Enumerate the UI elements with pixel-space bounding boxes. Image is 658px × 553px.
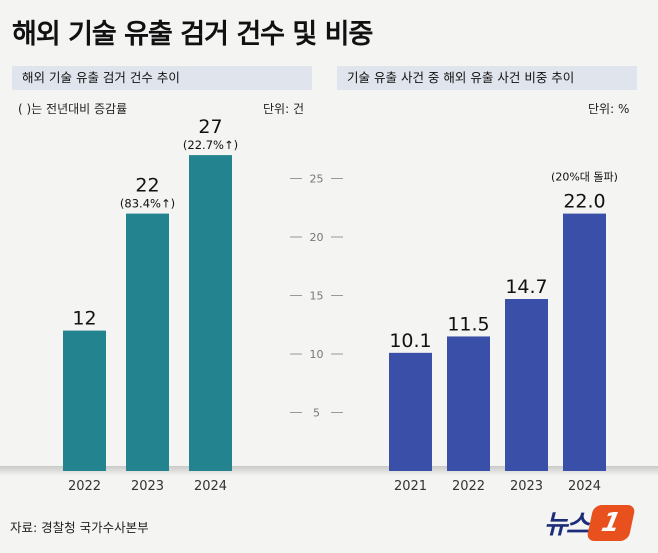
right-x-tick: 2024 <box>568 479 601 494</box>
left-panel-unit: 단위: 건 <box>263 102 304 116</box>
left-value-label: 12 <box>72 308 96 330</box>
page-title: 해외 기술 유출 검거 건수 및 비중 <box>12 19 373 50</box>
right-bar-2024 <box>563 213 606 471</box>
left-panel-note: ( )는 전년대비 증감률 <box>18 102 128 116</box>
right-value-label: 11.5 <box>447 313 489 335</box>
source-note: 자료: 경찰청 국가수사본부 <box>10 520 149 535</box>
left-change-annotation: (83.4%↑) <box>120 197 175 211</box>
left-bar-2022 <box>63 330 106 471</box>
y-tick-label: 5 <box>313 407 320 420</box>
left-chart: 12 2022 22(83.4%↑) 2023 27(22.7%↑) 2024 <box>63 116 238 494</box>
left-x-tick: 2024 <box>194 479 227 494</box>
right-annotation: (20%대 돌파) <box>551 171 618 184</box>
right-value-label: 10.1 <box>389 330 431 352</box>
floor-shadow <box>0 466 658 476</box>
right-value-label: 14.7 <box>505 276 547 298</box>
logo-badge-text: 1 <box>598 507 624 538</box>
y-tick-label: 10 <box>310 348 324 361</box>
right-bar-2023 <box>505 299 548 471</box>
y-tick-label: 15 <box>310 290 324 303</box>
logo-badge: 1 <box>586 504 636 541</box>
right-x-tick: 2023 <box>510 479 543 494</box>
right-chart: 25 20 15 10 5 10.1 2021 11.5 2022 14.7 2023 22.0 (20… <box>290 171 618 494</box>
left-value-label: 27 <box>198 116 222 138</box>
right-panel-unit: 단위: % <box>588 102 630 116</box>
right-bar-2021 <box>389 352 432 471</box>
left-x-tick: 2022 <box>68 479 101 494</box>
left-panel-header: 해외 기술 유출 검거 건수 추이 <box>12 66 312 90</box>
right-bar-2022 <box>447 336 490 471</box>
logo-text: 뉴스 <box>544 510 590 540</box>
left-bar-2024 <box>189 155 232 471</box>
left-value-label: 22 <box>135 175 159 197</box>
right-x-tick: 2021 <box>394 479 427 494</box>
left-change-annotation: (22.7%↑) <box>183 138 238 152</box>
y-tick-label: 25 <box>310 173 324 186</box>
news1-logo: 뉴스 1 <box>544 504 636 541</box>
right-panel-header: 기술 유출 사건 중 해외 유출 사건 비중 추이 <box>337 66 637 90</box>
y-tick-label: 20 <box>310 231 324 244</box>
left-x-tick: 2023 <box>131 479 164 494</box>
right-value-label: 22.0 <box>563 191 605 213</box>
right-x-tick: 2022 <box>452 479 485 494</box>
left-bar-2023 <box>126 213 169 471</box>
